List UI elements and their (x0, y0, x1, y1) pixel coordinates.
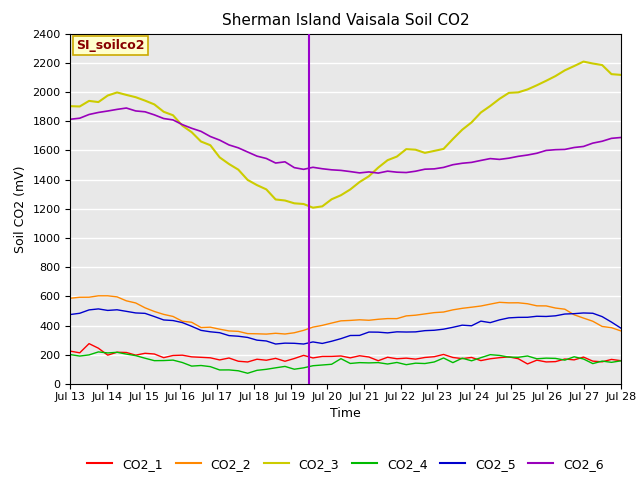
CO2_1 (169, 353, 177, 359)
CO2_3 (160, 109, 168, 115)
X-axis label: Time: Time (330, 407, 361, 420)
CO2_6 (430, 166, 438, 172)
CO2_6 (216, 137, 223, 143)
CO2_6 (234, 145, 242, 151)
CO2_3 (421, 150, 429, 156)
CO2_5 (430, 327, 438, 333)
Legend: CO2_1, CO2_2, CO2_3, CO2_4, CO2_5, CO2_6: CO2_1, CO2_2, CO2_3, CO2_4, CO2_5, CO2_6 (83, 453, 609, 476)
CO2_5 (617, 325, 625, 331)
CO2_5 (169, 318, 177, 324)
CO2_1 (421, 355, 429, 360)
CO2_1 (234, 359, 242, 364)
Line: CO2_5: CO2_5 (70, 309, 621, 344)
CO2_4 (234, 368, 242, 373)
CO2_3 (580, 59, 588, 64)
CO2_5 (253, 337, 261, 343)
CO2_1 (85, 341, 93, 347)
CO2_2 (617, 328, 625, 334)
CO2_3 (253, 182, 261, 188)
CO2_2 (272, 330, 280, 336)
CO2_4 (272, 365, 280, 371)
CO2_2 (104, 293, 111, 299)
CO2_6 (67, 116, 74, 122)
CO2_5 (95, 306, 102, 312)
CO2_4 (95, 349, 102, 355)
CO2_4 (244, 371, 252, 376)
CO2_1 (253, 356, 261, 362)
CO2_6 (374, 170, 382, 176)
Line: CO2_6: CO2_6 (70, 108, 621, 173)
CO2_3 (617, 72, 625, 78)
CO2_3 (207, 143, 214, 148)
CO2_4 (216, 367, 223, 373)
Line: CO2_3: CO2_3 (70, 61, 621, 208)
CO2_2 (430, 310, 438, 315)
CO2_1 (67, 348, 74, 354)
CO2_4 (617, 358, 625, 364)
Y-axis label: Soil CO2 (mV): Soil CO2 (mV) (14, 165, 27, 252)
CO2_2 (253, 331, 261, 336)
Line: CO2_4: CO2_4 (70, 352, 621, 373)
CO2_2 (234, 328, 242, 334)
CO2_2 (169, 313, 177, 319)
CO2_4 (67, 352, 74, 358)
CO2_3 (67, 103, 74, 109)
CO2_6 (122, 105, 130, 111)
CO2_5 (300, 341, 307, 347)
CO2_2 (67, 295, 74, 301)
CO2_3 (225, 161, 233, 167)
CO2_4 (262, 366, 270, 372)
CO2_3 (309, 205, 317, 211)
CO2_6 (253, 153, 261, 159)
CO2_4 (169, 357, 177, 363)
CO2_6 (169, 117, 177, 123)
CO2_5 (234, 333, 242, 339)
CO2_1 (524, 361, 531, 367)
CO2_6 (262, 156, 270, 161)
CO2_1 (617, 358, 625, 363)
CO2_3 (244, 177, 252, 183)
CO2_5 (67, 312, 74, 317)
CO2_1 (216, 357, 223, 363)
Line: CO2_2: CO2_2 (70, 296, 621, 334)
CO2_5 (262, 338, 270, 344)
Title: Sherman Island Vaisala Soil CO2: Sherman Island Vaisala Soil CO2 (222, 13, 469, 28)
Line: CO2_1: CO2_1 (70, 344, 621, 364)
CO2_1 (262, 357, 270, 363)
CO2_2 (262, 331, 270, 337)
CO2_6 (617, 134, 625, 140)
CO2_5 (216, 330, 223, 336)
Text: SI_soilco2: SI_soilco2 (76, 39, 145, 52)
CO2_2 (216, 326, 223, 332)
CO2_4 (430, 359, 438, 365)
